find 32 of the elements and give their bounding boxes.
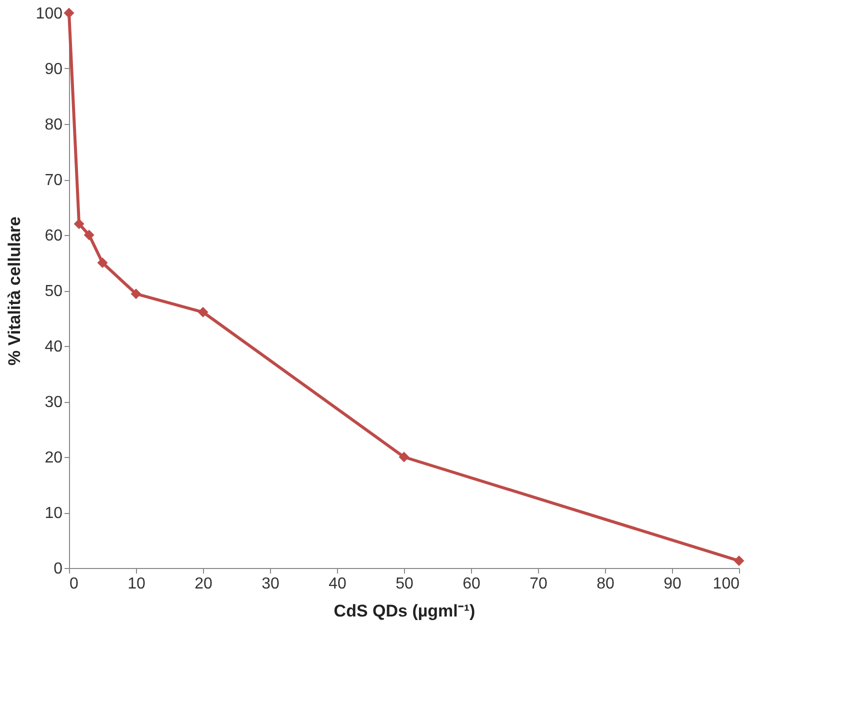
x-axis-title: CdS QDs (µgml⁻¹) [334,602,476,620]
y-tick-label: 0 [54,560,63,578]
y-tick-label: 80 [44,116,63,134]
x-tick-label: 90 [664,576,682,592]
x-tick-label: 80 [596,576,614,592]
point [130,288,142,300]
x-tick-label: 30 [262,576,280,592]
point [64,8,74,18]
x-tick-label: 60 [462,576,480,592]
x-tick-label: 100 [712,576,740,592]
point [74,218,84,230]
y-tick-label: 30 [44,394,63,411]
x-tick-label: 40 [328,576,346,592]
x-tick-label: 70 [530,576,548,592]
point [198,306,208,318]
y-tick-label: 10 [44,505,63,522]
point [84,230,94,240]
point [97,258,108,268]
y-tick-label: 70 [44,172,63,189]
y-tick-label: 20 [44,450,63,466]
x-tick-label: 10 [128,576,146,592]
y-tick-label: 50 [44,283,63,300]
point [734,556,744,566]
x-tick-label: 50 [396,576,414,592]
point [398,452,410,462]
x-tick-label: 0 [70,576,78,592]
y-tick-label: 90 [44,61,63,78]
y-tick-label: 100 [36,6,63,22]
y-tick-label: 40 [44,338,63,356]
y-axis-title: % Vitalità cellulare [4,216,24,366]
y-tick-label: 60 [44,228,63,244]
x-tick-label: 20 [194,576,212,592]
